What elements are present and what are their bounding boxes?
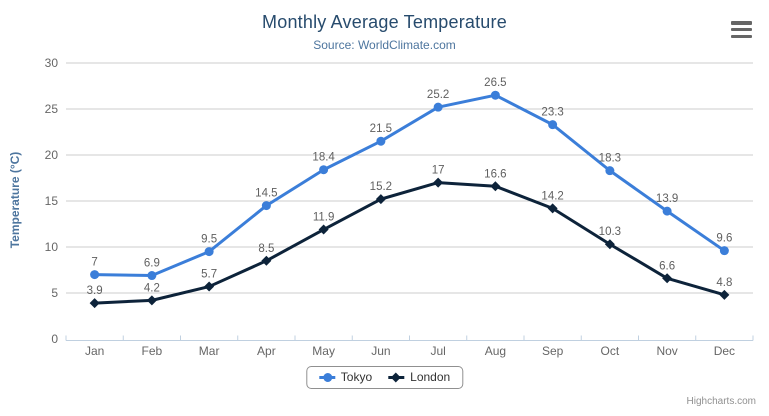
point-london-nov[interactable] (662, 273, 673, 284)
x-axis-tick-label: Apr (257, 344, 276, 358)
y-axis-title: Temperature (°C) (8, 151, 22, 249)
point-tokyo-mar[interactable] (204, 247, 214, 257)
y-axis-tick-label: 25 (45, 102, 59, 116)
y-axis-tick-label: 20 (45, 148, 59, 162)
y-axis-tick-label: 10 (45, 240, 59, 254)
data-label: 8.5 (258, 243, 274, 255)
point-london-oct[interactable] (604, 239, 615, 250)
point-tokyo-jan[interactable] (90, 270, 100, 280)
point-tokyo-aug[interactable] (490, 90, 500, 100)
london-legend-marker-icon (388, 371, 405, 383)
hamburger-bar (731, 34, 752, 38)
data-label: 21.5 (370, 123, 392, 135)
x-axis-tick-label: Jan (85, 344, 104, 358)
data-label: 3.9 (87, 285, 103, 297)
series-line-london (93, 181, 726, 305)
x-axis-tick-label: Feb (142, 344, 163, 358)
x-axis-tick-label: Sep (542, 344, 564, 358)
data-label: 15.2 (370, 181, 392, 193)
legend-label-london: London (410, 370, 451, 384)
data-label: 4.2 (144, 282, 160, 294)
y-axis-tick-label: 15 (45, 194, 59, 208)
chart-title: Monthly Average Temperature (262, 12, 507, 32)
data-label: 18.4 (312, 152, 335, 164)
point-tokyo-apr[interactable] (261, 201, 271, 211)
x-axis-tick-label: Aug (485, 344, 506, 358)
data-label: 5.7 (201, 269, 217, 281)
point-london-jun[interactable] (375, 194, 386, 205)
x-axis-tick-label: Dec (714, 344, 735, 358)
data-label: 17 (432, 165, 445, 177)
data-label: 25.2 (427, 89, 449, 101)
x-axis-tick-label: Jun (371, 344, 390, 358)
data-label: 9.5 (201, 234, 217, 246)
data-label: 23.3 (541, 107, 563, 119)
x-axis-tick-label: Mar (199, 344, 220, 358)
point-tokyo-feb[interactable] (147, 271, 157, 281)
point-london-sep[interactable] (547, 203, 558, 214)
y-axis-tick-label: 30 (45, 56, 59, 70)
data-label: 14.2 (541, 190, 563, 202)
highcharts-credits-link[interactable]: Highcharts.com (686, 396, 756, 407)
data-label: 6.6 (659, 260, 675, 272)
tokyo-legend-marker-icon (318, 371, 335, 383)
data-label: 7 (91, 257, 97, 269)
legend-label-tokyo: Tokyo (340, 370, 373, 384)
y-axis-tick-label: 5 (51, 286, 58, 300)
legend-item-london[interactable]: London (388, 370, 450, 384)
data-label: 18.3 (599, 153, 621, 165)
hamburger-bar (731, 27, 752, 32)
x-axis-tick-label: Nov (656, 344, 677, 358)
y-axis-tick-label: 0 (51, 332, 58, 346)
data-label: 13.9 (656, 193, 678, 205)
data-label: 11.9 (313, 212, 335, 224)
point-london-dec[interactable] (719, 289, 730, 300)
point-tokyo-sep[interactable] (548, 120, 558, 130)
data-label: 4.8 (716, 277, 732, 289)
hamburger-bar (731, 21, 752, 25)
point-tokyo-nov[interactable] (662, 206, 672, 216)
data-label: 6.9 (144, 258, 160, 270)
point-london-feb[interactable] (146, 295, 157, 306)
point-london-mar[interactable] (204, 281, 215, 292)
legend-item-tokyo[interactable]: Tokyo (318, 370, 373, 384)
data-label: 10.3 (599, 226, 621, 238)
point-london-jul[interactable] (433, 177, 444, 188)
x-axis-tick-label: Oct (601, 344, 620, 358)
data-label: 16.6 (484, 168, 506, 180)
data-label: 9.6 (716, 233, 732, 245)
x-axis-tick-label: May (312, 344, 335, 358)
hamburger-icon[interactable] (731, 21, 752, 38)
data-label: 14.5 (255, 188, 277, 200)
point-tokyo-jul[interactable] (433, 102, 443, 112)
point-london-apr[interactable] (261, 255, 272, 266)
point-tokyo-dec[interactable] (719, 246, 729, 256)
point-london-aug[interactable] (490, 181, 501, 192)
point-tokyo-jun[interactable] (376, 136, 386, 146)
point-tokyo-oct[interactable] (605, 166, 615, 176)
point-tokyo-may[interactable] (319, 165, 329, 175)
x-axis-tick-label: Jul (430, 344, 445, 358)
legend: Tokyo London (305, 366, 464, 389)
chart-subtitle: Source: WorldClimate.com (313, 38, 456, 52)
point-london-may[interactable] (318, 224, 329, 235)
data-label: 26.5 (484, 77, 506, 89)
series-line-tokyo (93, 93, 726, 278)
point-london-jan[interactable] (89, 298, 100, 309)
